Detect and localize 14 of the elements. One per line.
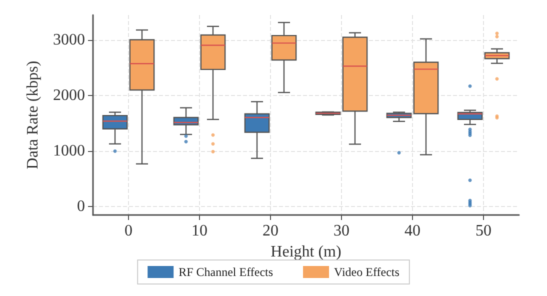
y-tick-label: 3000 [53, 32, 85, 48]
y-tick-label: 0 [77, 198, 85, 216]
y-tick-label: 2000 [53, 87, 85, 104]
x-tick-label: 0 [124, 222, 132, 240]
x-tick-label: 40 [404, 222, 420, 240]
x-axis-title: Height (m) [270, 243, 342, 260]
x-tick-label: 10 [192, 222, 208, 240]
x-tick-label: 30 [334, 222, 350, 240]
x-tick-label: 20 [262, 222, 278, 240]
y-axis-title: Data Rate (kbps) [24, 60, 42, 170]
legend-label: Video Effects [334, 265, 400, 279]
y-tick-label: 1000 [53, 142, 85, 160]
legend-label: RF Channel Effects [178, 265, 274, 279]
x-tick-label: 50 [476, 222, 492, 240]
